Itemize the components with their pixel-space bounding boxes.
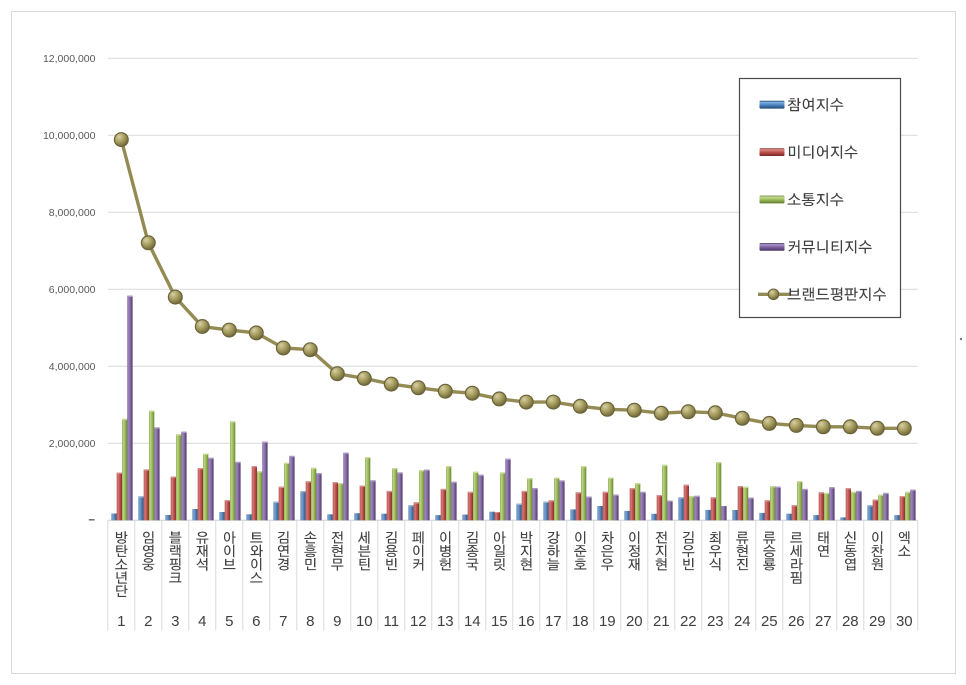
svg-text:29: 29 [869, 613, 886, 630]
svg-text:23: 23 [707, 613, 724, 630]
svg-text:21: 21 [653, 613, 670, 630]
svg-text:19: 19 [599, 613, 616, 630]
svg-text:14: 14 [464, 613, 481, 630]
svg-text:17: 17 [545, 613, 562, 630]
svg-text:9: 9 [333, 613, 341, 630]
svg-text:1: 1 [117, 613, 125, 630]
svg-text:11: 11 [384, 613, 400, 630]
svg-text:22: 22 [680, 613, 697, 630]
svg-text:2: 2 [144, 613, 152, 630]
svg-text:18: 18 [572, 613, 589, 630]
svg-text:20: 20 [626, 613, 643, 630]
svg-text:30: 30 [896, 613, 913, 630]
svg-text:6: 6 [252, 613, 260, 630]
svg-text:10: 10 [356, 613, 373, 630]
svg-text:4: 4 [198, 613, 206, 630]
svg-text:12,000,000: 12,000,000 [43, 53, 96, 65]
svg-text:28: 28 [842, 613, 859, 630]
svg-text:3: 3 [171, 613, 179, 630]
svg-text:13: 13 [437, 613, 454, 630]
svg-text:16: 16 [518, 613, 535, 630]
svg-text:12: 12 [410, 613, 427, 630]
svg-text:24: 24 [734, 613, 751, 630]
svg-text:7: 7 [279, 613, 287, 630]
svg-text:6,000,000: 6,000,000 [49, 284, 96, 296]
svg-text:15: 15 [491, 613, 508, 630]
svg-text:10,000,000: 10,000,000 [43, 130, 96, 142]
svg-text:8: 8 [306, 613, 314, 630]
svg-text:5: 5 [225, 613, 233, 630]
svg-text:8,000,000: 8,000,000 [49, 207, 96, 219]
svg-text:4,000,000: 4,000,000 [49, 361, 96, 373]
svg-text:27: 27 [815, 613, 832, 630]
svg-text:2,000,000: 2,000,000 [49, 438, 96, 450]
svg-text:26: 26 [788, 613, 805, 630]
svg-text:25: 25 [761, 613, 778, 630]
